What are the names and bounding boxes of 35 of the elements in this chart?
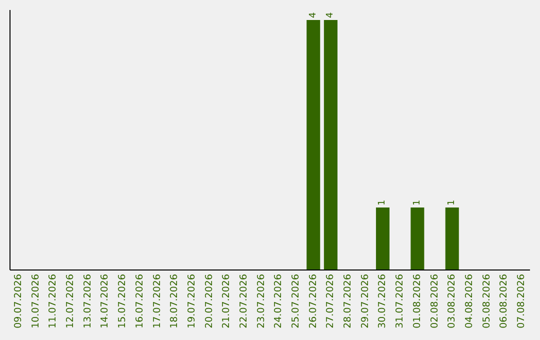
x-tick-label: 30.07.2026 bbox=[377, 274, 388, 328]
x-tick-label: 03.08.2026 bbox=[446, 274, 458, 328]
data-label: 1 bbox=[447, 200, 458, 206]
x-tick-label: 06.08.2026 bbox=[498, 274, 510, 328]
data-label: 4 bbox=[308, 12, 318, 18]
x-tick-label: 16.07.2026 bbox=[134, 274, 146, 328]
x-tick-label: 11.07.2026 bbox=[48, 274, 59, 328]
x-tick-label: 18.07.2026 bbox=[169, 274, 180, 328]
x-tick-label: 17.07.2026 bbox=[152, 274, 163, 328]
x-tick-label: 02.08.2026 bbox=[429, 274, 440, 328]
x-tick-label: 31.07.2026 bbox=[394, 274, 406, 328]
data-label: 4 bbox=[326, 12, 336, 18]
x-tick-label: 24.07.2026 bbox=[273, 274, 284, 328]
x-tick-label: 26.07.2026 bbox=[308, 274, 319, 328]
x-tick-label: 12.07.2026 bbox=[65, 274, 76, 328]
data-label: 1 bbox=[378, 200, 388, 206]
x-tick-label: 21.07.2026 bbox=[221, 274, 232, 328]
x-tick-label: 14.07.2026 bbox=[100, 274, 111, 328]
x-tick-label: 05.08.2026 bbox=[481, 274, 492, 328]
x-tick-label: 09.07.2026 bbox=[13, 274, 24, 328]
x-tick-label: 15.07.2026 bbox=[117, 274, 128, 328]
x-tick-label: 23.07.2026 bbox=[256, 274, 267, 328]
x-tick-label: 01.08.2026 bbox=[412, 274, 423, 328]
x-tick-label: 04.08.2026 bbox=[464, 274, 475, 328]
x-tick-label: 22.07.2026 bbox=[238, 274, 250, 328]
x-tick-label: 25.07.2026 bbox=[290, 274, 302, 328]
x-tick-label: 27.07.2026 bbox=[325, 274, 336, 328]
x-tick-label: 10.07.2026 bbox=[30, 274, 42, 328]
x-tick-label: 19.07.2026 bbox=[186, 274, 198, 328]
x-tick-label: 29.07.2026 bbox=[360, 274, 371, 328]
x-tick-label: 07.08.2026 bbox=[516, 274, 527, 328]
x-tick-label: 20.07.2026 bbox=[204, 274, 215, 328]
x-tick-label: 28.07.2026 bbox=[342, 274, 354, 328]
x-tick-label: 13.07.2026 bbox=[82, 274, 94, 328]
data-label: 1 bbox=[412, 200, 422, 206]
